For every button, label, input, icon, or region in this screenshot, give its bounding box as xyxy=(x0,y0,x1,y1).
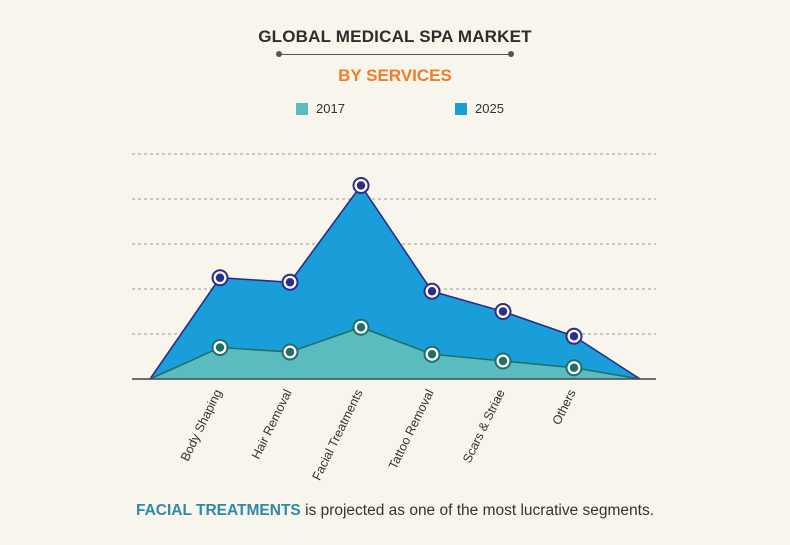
legend-swatch-2017 xyxy=(296,102,308,115)
data-point-center-2017 xyxy=(215,343,225,352)
x-tick-label: Others xyxy=(550,387,579,427)
data-point-center-2025 xyxy=(569,332,579,341)
footer-highlight: FACIAL TREATMENTS xyxy=(136,502,301,519)
footer-text: is projected as one of the most lucrativ… xyxy=(300,502,654,519)
line-2025 xyxy=(149,184,641,380)
x-tick-label: Scars & Striae xyxy=(460,387,508,465)
title-divider-dot-right xyxy=(508,51,514,57)
x-tick-label: Hair Removal xyxy=(249,387,295,461)
data-point-center-2017 xyxy=(356,323,366,332)
title-divider xyxy=(279,54,511,55)
data-point-center-2017 xyxy=(285,347,295,357)
data-point-center-2025 xyxy=(215,273,225,282)
legend-label-2025: 2025 xyxy=(475,101,504,116)
x-tick-label: Facial Treatments xyxy=(310,387,366,482)
title-divider-dot-left xyxy=(276,51,282,57)
area-2017 xyxy=(150,327,640,379)
area-2025 xyxy=(150,185,640,379)
legend-item-2025: 2025 xyxy=(455,101,504,116)
legend-item-2017: 2017 xyxy=(296,101,345,116)
legend-label-2017: 2017 xyxy=(316,101,345,116)
data-point-center-2017 xyxy=(569,363,579,372)
x-tick-label: Tattoo Removal xyxy=(386,387,437,471)
data-point-center-2017 xyxy=(498,356,508,366)
data-point-center-2025 xyxy=(498,307,508,316)
chart-subtitle: BY SERVICES xyxy=(338,66,452,85)
x-tick-label: Body Shaping xyxy=(178,387,225,463)
data-point-center-2025 xyxy=(427,287,437,296)
line-2017 xyxy=(149,326,641,380)
data-point-center-2017 xyxy=(427,350,437,359)
footer-note: FACIAL TREATMENTS is projected as one of… xyxy=(0,502,790,520)
data-point-center-2025 xyxy=(285,278,295,287)
chart-title: GLOBAL MEDICAL SPA MARKET xyxy=(258,27,532,46)
data-point-center-2025 xyxy=(356,181,366,190)
legend-swatch-2025 xyxy=(455,102,467,115)
